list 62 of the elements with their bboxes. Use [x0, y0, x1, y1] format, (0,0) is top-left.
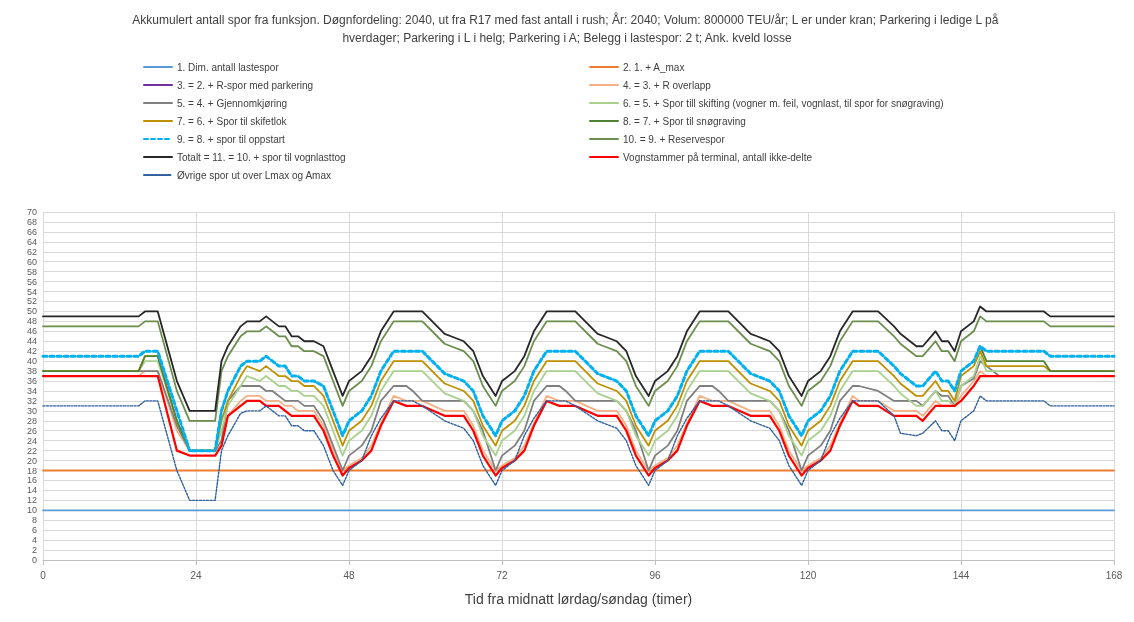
y-tick-label: 60: [26, 256, 37, 267]
x-axis-title: Tid fra midnatt lørdag/søndag (timer): [464, 591, 693, 607]
y-tick-label: 24: [26, 435, 37, 446]
y-tick-label: 50: [26, 306, 37, 317]
x-tick-label: 0: [40, 569, 47, 581]
y-tick-label: 40: [26, 356, 37, 367]
legend-label: 1. Dim. antall lastespor: [177, 61, 280, 73]
y-tick-label: 38: [26, 366, 37, 377]
line-series: [42, 315, 1115, 422]
legend-label: 3. = 2. + R-spor med parkering: [177, 79, 314, 91]
chart-title: Akkumulert antall spor fra funksjon. Døgnfordeling: 2040, ut fra R17 med fast antall i rush; År: 2040; Volum: 800000 TEU/år; L er under kran; Parkering i ledige L på hverdager; Parkering i L i helg; Parkering i A; Belegg i lastespor: 2 t; Ank. kveld losse: [132, 12, 1002, 45]
y-tick-label: 56: [26, 276, 37, 287]
legend-label: 7. = 6. + Spor til skifetlok: [177, 115, 288, 127]
y-tick-label: 4: [31, 535, 37, 546]
y-tick-label: 52: [26, 296, 37, 307]
y-tick-label: 48: [26, 316, 37, 327]
y-tick-label: 6: [31, 525, 37, 536]
y-tick-label: 18: [26, 465, 37, 476]
line-series: [42, 395, 1115, 502]
legend-label: 5. = 4. + Gjennomkjøring: [177, 97, 288, 109]
x-tick-label: 48: [343, 569, 355, 581]
x-tick-label: 168: [1105, 569, 1123, 581]
x-tick-label: 144: [952, 569, 970, 581]
y-tick-label: 20: [26, 455, 37, 466]
y-tick-label: 32: [26, 395, 37, 406]
y-tick-label: 14: [26, 485, 37, 496]
y-tick-label: 16: [26, 475, 37, 486]
legend-label: 6. = 5. + Spor till skifting (vogner m. feil, vognlast, til spor for snøgraving): [623, 97, 944, 109]
y-tick-label: 22: [26, 445, 37, 456]
legend-label: 2. 1. + A_max: [623, 61, 685, 73]
y-tick-label: 44: [26, 336, 37, 347]
y-tick-label: 62: [26, 246, 37, 257]
y-tick-label: 12: [26, 495, 37, 506]
y-tick-label: 8: [31, 515, 37, 526]
y-tick-label: 42: [26, 346, 37, 357]
y-tick-label: 68: [26, 216, 37, 227]
legend-label: 10. = 9. + Reservespor: [623, 133, 726, 145]
line-series: [42, 305, 1115, 412]
y-tick-label: 34: [26, 385, 37, 396]
y-tick-label: 54: [26, 286, 37, 297]
legend-label: Øvrige spor ut over Lmax og Amax: [177, 169, 331, 181]
y-tick-label: 0: [31, 555, 37, 565]
legend-label: 4. = 3. + R overlapp: [623, 79, 712, 91]
y-tick-label: 46: [26, 326, 37, 337]
y-tick-label: 30: [26, 405, 37, 416]
y-tick-label: 64: [26, 236, 37, 247]
legend-label: Totalt = 11. = 10. + spor til vognlasttog: [177, 151, 346, 163]
x-tick-label: 96: [649, 569, 661, 581]
y-tick-label: 2: [31, 545, 37, 556]
x-tick-label: 120: [799, 569, 817, 581]
y-tick-label: 66: [26, 226, 37, 237]
y-tick-label: 36: [26, 376, 37, 387]
legend-label: Vognstammer på terminal, antall ikke-delte: [623, 151, 813, 163]
legend-label: 9. = 8. + spor til oppstart: [177, 133, 286, 145]
y-tick-label: 10: [26, 505, 37, 516]
y-tick-label: 26: [26, 425, 37, 436]
y-tick-label: 70: [26, 207, 37, 217]
x-tick-label: 72: [496, 569, 508, 581]
x-tick-label: 24: [190, 569, 202, 581]
y-tick-label: 28: [26, 415, 37, 426]
y-tick-label: 58: [26, 266, 37, 277]
legend-label: 8. = 7. + Spor til snøgraving: [623, 115, 746, 127]
